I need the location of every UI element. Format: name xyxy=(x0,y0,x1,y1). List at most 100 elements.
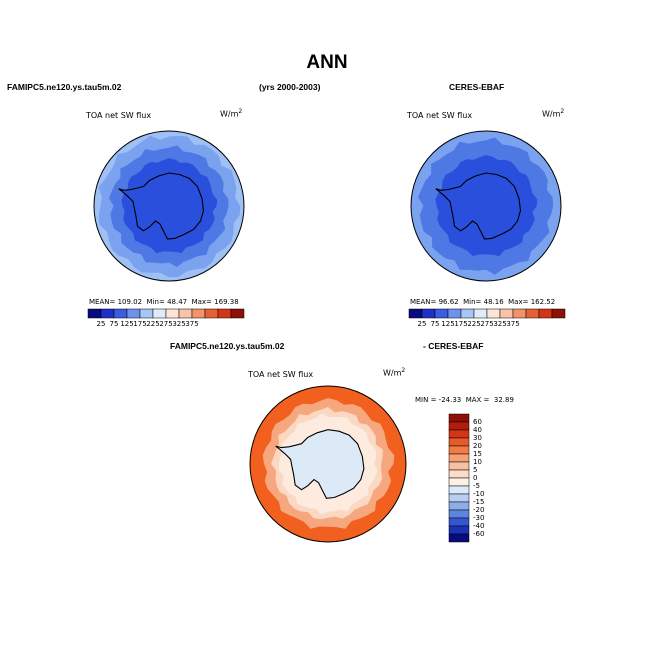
panel3-min-value: -24.33 xyxy=(438,396,462,404)
panel3-colorbar-swatch xyxy=(448,493,470,503)
panel3-colorbar-swatch xyxy=(448,469,470,479)
panel1-colorbar-swatch xyxy=(100,308,115,319)
panel1-stats: MEAN= 109.02 Min= 48.47 Max= 169.38 xyxy=(89,298,239,306)
panel3-colorbar-tick-label: -30 xyxy=(473,514,485,522)
panel1-colorbar-tick-label: 125 xyxy=(120,320,134,328)
panel1-colorbar-tick-label: 25 xyxy=(96,320,106,328)
panel3-units-label: W/m2 xyxy=(383,367,406,378)
panel1-max-value: 169.38 xyxy=(214,298,239,306)
panel2-colorbar-tick-label: 175 xyxy=(454,320,468,328)
panel3-colorbar-swatch xyxy=(448,485,470,495)
panel1-colorbar-tick-label: 175 xyxy=(133,320,147,328)
panel3-colorbar-tick-label: -60 xyxy=(473,530,485,538)
panel3-map xyxy=(249,385,407,543)
panel2-colorbar-tick-label: 275 xyxy=(480,320,494,328)
panel3-max-value: 32.89 xyxy=(493,396,514,404)
antarctica-coastline xyxy=(435,172,522,240)
panel3-colorbar-tick-label: -40 xyxy=(473,522,485,530)
panel1-colorbar-tick-label: 75 xyxy=(109,320,119,328)
years-label: (yrs 2000-2003) xyxy=(259,82,321,92)
panel3-colorbar-tick-label: 20 xyxy=(473,442,482,450)
panel1-min-value: 48.47 xyxy=(167,298,188,306)
panel2-colorbar-swatch xyxy=(512,308,527,319)
panel3-colorbar-tick-label: -20 xyxy=(473,506,485,514)
panel3-colorbar-tick-label: -10 xyxy=(473,490,485,498)
map-boundary xyxy=(410,130,562,282)
panel3-colorbar-swatch xyxy=(448,525,470,535)
panel2-colorbar-swatch xyxy=(408,308,423,319)
panel3-colorbar-swatch xyxy=(448,517,470,527)
panel2-variable-label: TOA net SW flux xyxy=(407,111,473,120)
panel3-colorbar xyxy=(448,413,470,543)
antarctica-coastline xyxy=(275,429,365,499)
panel3-colorbar-swatch xyxy=(448,533,470,543)
panel3-colorbar-tick-label: -15 xyxy=(473,498,485,506)
panel2-colorbar-swatch xyxy=(551,308,566,319)
panel2-colorbar-swatch xyxy=(460,308,475,319)
antarctica-coastline xyxy=(118,172,205,240)
panel3-colorbar-tick-label: 10 xyxy=(473,458,482,466)
panel1-map xyxy=(93,130,245,282)
map-boundary xyxy=(93,130,245,282)
figure-title: ANN xyxy=(306,52,348,73)
panel1-min-label: Min= xyxy=(146,298,165,306)
panel1-colorbar-swatch xyxy=(87,308,102,319)
panel3-max-label: MAX = xyxy=(465,396,490,404)
panel1-colorbar-swatch xyxy=(126,308,141,319)
panel1-mean-value: 109.02 xyxy=(117,298,143,306)
panel3-colorbar-tick-label: 60 xyxy=(473,418,482,426)
model-case-label: FAMIPC5.ne120.ys.tau5m.02 xyxy=(7,82,122,92)
panel1-colorbar-swatch xyxy=(191,308,206,319)
panel3-colorbar-swatch xyxy=(448,453,470,463)
panel1-colorbar-swatch xyxy=(139,308,154,319)
panel1-colorbar xyxy=(87,308,245,319)
map-boundary xyxy=(249,385,407,543)
panel1-colorbar-tick-label: 325 xyxy=(172,320,186,328)
panel2-colorbar xyxy=(408,308,566,319)
panel2-colorbar-swatch xyxy=(473,308,488,319)
panel2-max-value: 162.52 xyxy=(530,298,556,306)
panel2-mean-value: 96.62 xyxy=(438,298,459,306)
panel3-colorbar-swatch xyxy=(448,445,470,455)
panel3-colorbar-tick-label: -5 xyxy=(473,482,480,490)
panel2-min-value: 48.16 xyxy=(483,298,504,306)
panel1-colorbar-tick-label: 225 xyxy=(146,320,160,328)
panel3-colorbar-swatch xyxy=(448,429,470,439)
panel3-stats: MIN = -24.33 MAX = 32.89 xyxy=(415,396,514,404)
panel2-colorbar-tick-label: 325 xyxy=(493,320,507,328)
panel3-colorbar-swatch xyxy=(448,509,470,519)
panel2-colorbar-swatch xyxy=(486,308,501,319)
panel1-colorbar-tick-label: 375 xyxy=(185,320,199,328)
diff-obs-case-label: - CERES-EBAF xyxy=(423,341,484,351)
panel3-colorbar-swatch xyxy=(448,501,470,511)
panel2-colorbar-swatch xyxy=(499,308,514,319)
panel1-mean-label: MEAN= xyxy=(89,298,116,306)
panel2-max-label: Max= xyxy=(508,298,529,306)
panel2-stats: MEAN= 96.62 Min= 48.16 Max= 162.52 xyxy=(410,298,555,306)
panel3-colorbar-swatch xyxy=(448,413,470,423)
panel1-variable-label: TOA net SW flux xyxy=(86,111,152,120)
panel2-colorbar-swatch xyxy=(525,308,540,319)
panel2-colorbar-tick-label: 225 xyxy=(467,320,481,328)
panel1-colorbar-swatch xyxy=(230,308,245,319)
panel2-map xyxy=(410,130,562,282)
panel1-colorbar-swatch xyxy=(152,308,167,319)
panel2-colorbar-swatch xyxy=(421,308,436,319)
panel1-colorbar-tick-label: 275 xyxy=(159,320,173,328)
panel3-colorbar-swatch xyxy=(448,477,470,487)
panel1-units-label: W/m2 xyxy=(220,108,243,119)
panel3-variable-label: TOA net SW flux xyxy=(248,370,314,379)
panel2-min-label: Min= xyxy=(463,298,482,306)
panel2-colorbar-tick-label: 375 xyxy=(506,320,520,328)
panel2-colorbar-swatch xyxy=(538,308,553,319)
panel1-colorbar-swatch xyxy=(165,308,180,319)
obs-case-label: CERES-EBAF xyxy=(449,82,505,92)
panel3-colorbar-tick-label: 0 xyxy=(473,474,478,482)
panel3-colorbar-tick-label: 30 xyxy=(473,434,482,442)
panel3-colorbar-swatch xyxy=(448,421,470,431)
panel2-units-label: W/m2 xyxy=(542,108,565,119)
panel2-mean-label: MEAN= xyxy=(410,298,437,306)
panel3-colorbar-tick-label: 5 xyxy=(473,466,478,474)
panel1-colorbar-swatch xyxy=(204,308,219,319)
